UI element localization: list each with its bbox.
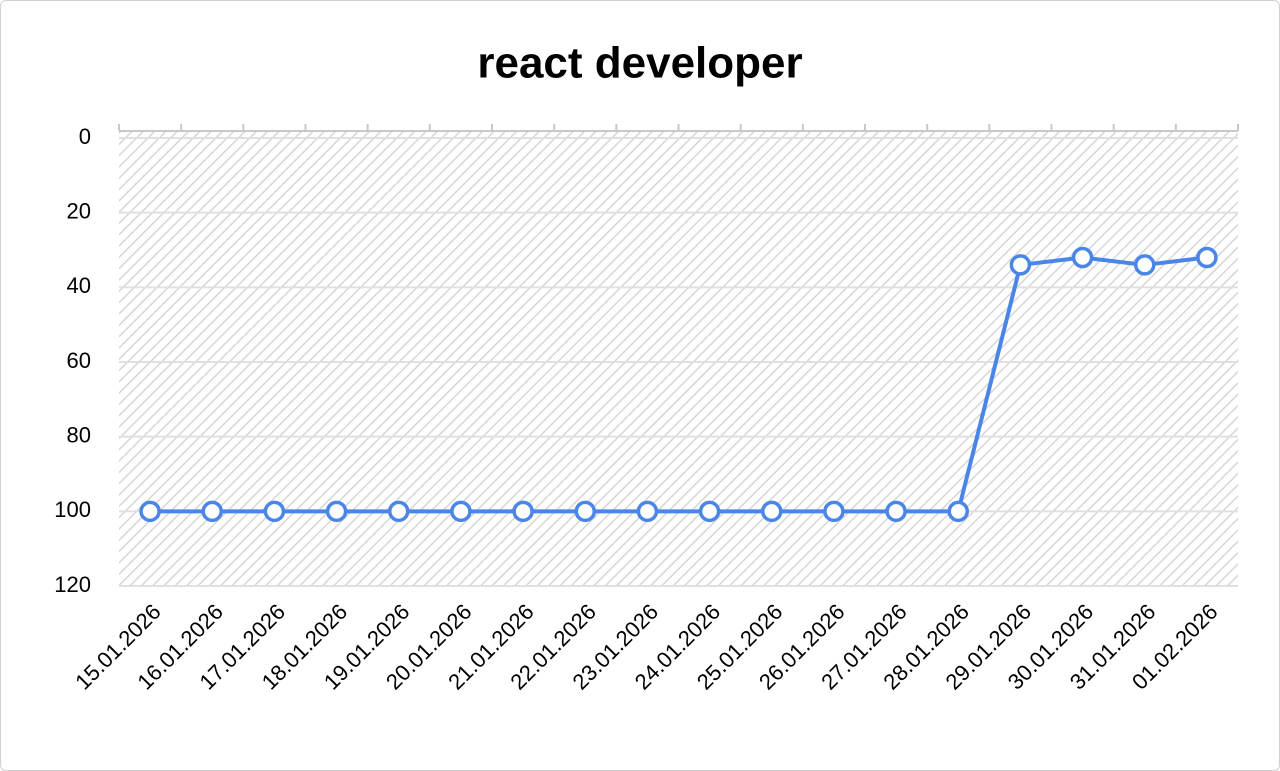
point bbox=[1009, 254, 1032, 276]
y-tick-label: 40 bbox=[67, 273, 91, 298]
y-tick-label: 0 bbox=[79, 124, 91, 149]
y-tick-label: 120 bbox=[54, 572, 91, 597]
point bbox=[1196, 246, 1218, 269]
point bbox=[698, 500, 721, 523]
point bbox=[947, 500, 969, 523]
y-tick-label: 20 bbox=[67, 198, 91, 223]
chart-title: react developer bbox=[477, 39, 802, 88]
point bbox=[201, 500, 223, 523]
point bbox=[1134, 254, 1156, 276]
y-tick-label: 60 bbox=[67, 348, 91, 373]
point bbox=[388, 500, 410, 523]
point bbox=[263, 500, 286, 523]
point bbox=[325, 500, 348, 523]
point bbox=[574, 500, 596, 523]
point bbox=[139, 500, 161, 523]
point bbox=[512, 500, 534, 523]
point bbox=[636, 500, 659, 523]
point bbox=[823, 500, 845, 523]
point bbox=[761, 500, 783, 523]
y-tick-label: 80 bbox=[67, 422, 91, 447]
point bbox=[885, 500, 907, 523]
y-tick-label: 100 bbox=[54, 497, 91, 522]
point bbox=[1071, 246, 1094, 269]
point bbox=[450, 500, 472, 523]
plot-area bbox=[119, 131, 1238, 586]
